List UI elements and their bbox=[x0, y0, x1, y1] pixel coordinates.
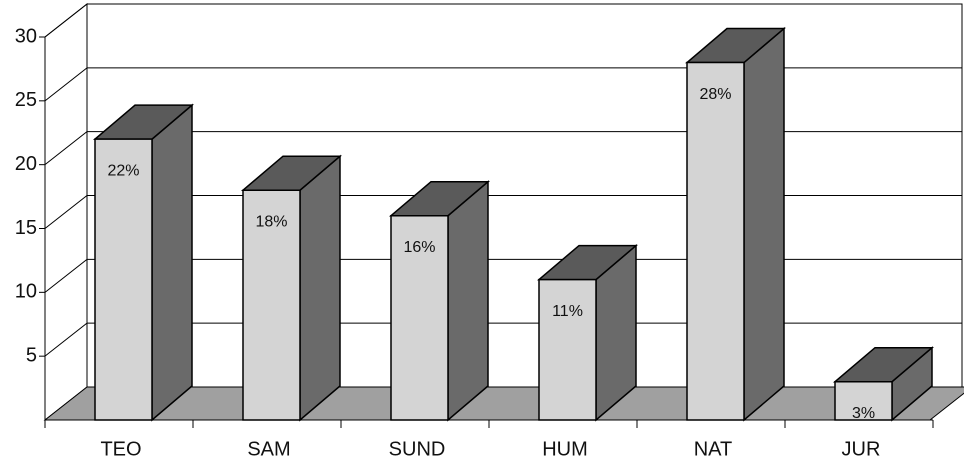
bar-front bbox=[242, 189, 301, 421]
bar bbox=[240, 154, 343, 422]
bar-side bbox=[299, 154, 341, 422]
bar bbox=[388, 180, 491, 422]
bar-side bbox=[447, 180, 489, 422]
bar-front bbox=[686, 61, 745, 421]
value-label: 22% bbox=[107, 162, 139, 179]
x-tick-label: NAT bbox=[694, 438, 733, 460]
grid-line bbox=[44, 131, 962, 166]
x-tick-label: TEO bbox=[100, 438, 141, 460]
y-tick-label: 30 bbox=[15, 25, 37, 47]
x-tick-label: JUR bbox=[842, 438, 881, 460]
y-tick-label: 15 bbox=[15, 217, 37, 239]
bar-side bbox=[151, 103, 193, 422]
value-label: 16% bbox=[403, 239, 435, 256]
grid-line bbox=[44, 3, 962, 38]
grid-line bbox=[44, 258, 962, 293]
bar-front bbox=[390, 214, 449, 421]
bar bbox=[832, 346, 935, 422]
value-label: 11% bbox=[552, 303, 583, 320]
x-tick-label: SUND bbox=[389, 438, 446, 460]
x-tick-label: HUM bbox=[542, 438, 588, 460]
bar bbox=[92, 103, 195, 422]
value-label: 18% bbox=[255, 213, 287, 230]
bar-side bbox=[743, 26, 785, 422]
bar bbox=[536, 243, 639, 422]
value-label: 3% bbox=[852, 405, 875, 422]
bar-front bbox=[94, 138, 153, 421]
grid-line bbox=[44, 322, 962, 357]
x-tick-label: SAM bbox=[247, 438, 290, 460]
value-label: 28% bbox=[699, 86, 731, 103]
bar bbox=[684, 26, 787, 422]
y-tick-label: 20 bbox=[15, 153, 37, 175]
bar-front bbox=[538, 278, 597, 421]
y-tick-label: 10 bbox=[15, 281, 37, 303]
grid-line bbox=[44, 67, 962, 102]
bar-front bbox=[834, 380, 893, 421]
y-tick-label: 25 bbox=[15, 89, 37, 111]
grid-line bbox=[44, 195, 962, 229]
y-tick-label: 5 bbox=[26, 344, 37, 366]
